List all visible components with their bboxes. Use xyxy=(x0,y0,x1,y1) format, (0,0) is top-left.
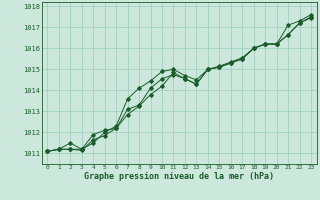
X-axis label: Graphe pression niveau de la mer (hPa): Graphe pression niveau de la mer (hPa) xyxy=(84,172,274,181)
